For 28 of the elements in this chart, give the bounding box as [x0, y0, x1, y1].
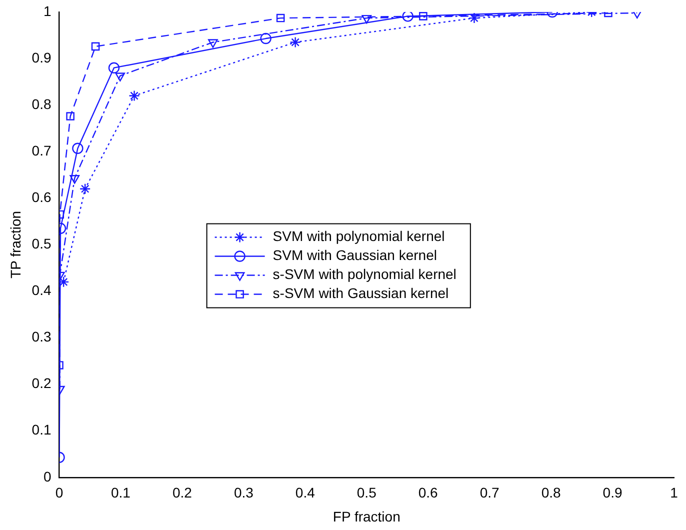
y-tick-label: 0.5	[32, 236, 52, 252]
legend-label: s-SVM with polynomial kernel	[272, 266, 456, 282]
x-tick-label: 0.1	[111, 484, 131, 501]
y-tick-label: 0.7	[32, 142, 52, 158]
x-tick-label: 0.8	[541, 484, 561, 501]
legend-label: SVM with Gaussian kernel	[272, 247, 437, 264]
y-tick-label: 0.8	[32, 96, 52, 112]
x-tick-label: 0.2	[172, 484, 192, 501]
x-tick-label: 0.3	[234, 484, 254, 501]
y-tick-label: 0.6	[32, 189, 52, 206]
x-tick-label: 0.4	[295, 484, 316, 501]
legend-label: s-SVM with Gaussian kernel	[272, 285, 449, 302]
y-tick-label: 0	[43, 468, 52, 484]
y-tick-label: 1	[43, 2, 52, 19]
x-tick-label: 0.5	[356, 484, 377, 501]
x-tick-label: 0.6	[418, 484, 438, 501]
y-tick-label: 0.3	[32, 328, 52, 345]
x-axis-title: FP fraction	[332, 508, 400, 524]
y-tick-label: 0.9	[32, 49, 52, 66]
y-tick-label: 0.2	[32, 375, 52, 392]
y-tick-label: 0.1	[32, 422, 52, 438]
x-tick-label: 0.7	[480, 484, 500, 501]
x-tick-label: 0.9	[602, 484, 622, 501]
legend-label: SVM with polynomial kernel	[272, 228, 445, 244]
x-tick-label: 0	[55, 484, 64, 501]
y-tick-label: 0.4	[32, 282, 52, 298]
x-tick-label: 1	[670, 484, 678, 501]
y-axis-title: TP fraction	[7, 210, 24, 278]
